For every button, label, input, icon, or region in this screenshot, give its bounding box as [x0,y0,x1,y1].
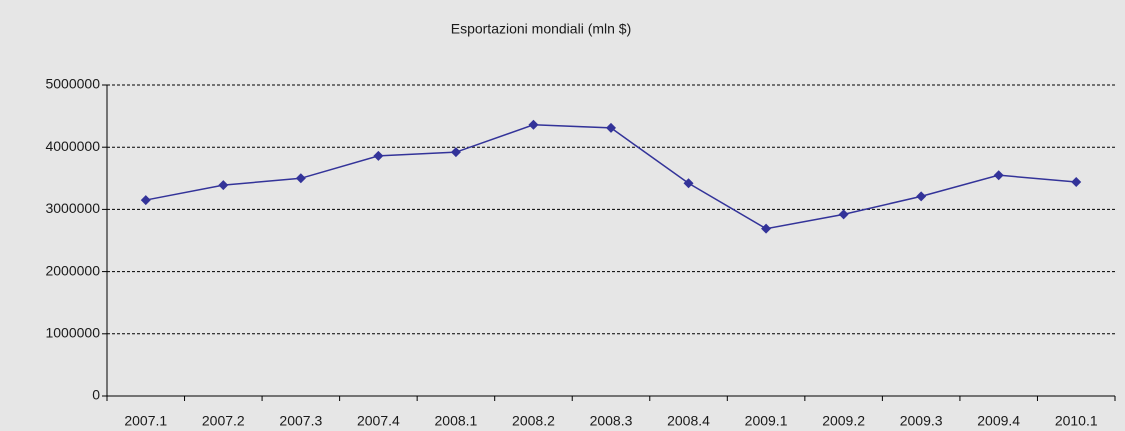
x-tick-label: 2009.2 [822,413,865,429]
y-tick-label: 4000000 [45,138,100,154]
marker [1071,177,1082,188]
marker [993,170,1004,181]
x-tick-label: 2008.2 [512,413,555,429]
y-tick-label: 5000000 [45,76,100,92]
y-tick-label: 1000000 [45,325,100,341]
x-tick-label: 2009.4 [977,413,1020,429]
y-tick-label: 3000000 [45,200,100,216]
y-tick-label: 0 [92,387,100,403]
marker [606,122,616,133]
marker [295,173,306,184]
x-tick-label: 2010.1 [1055,413,1098,429]
x-tick-label: 2007.2 [202,413,245,429]
x-tick-label: 2008.4 [667,413,710,429]
x-tick-label: 2007.4 [357,413,400,429]
marker [218,180,229,191]
x-tick-label: 2009.1 [745,413,788,429]
x-tick-label: 2008.1 [435,413,478,429]
x-tick-label: 2007.3 [279,413,322,429]
marker [373,150,384,161]
marker [761,223,772,234]
marker [916,191,927,202]
x-tick-label: 2007.1 [124,413,167,429]
marker [450,147,461,158]
marker [683,178,694,189]
chart-title: Esportazioni mondiali (mln $) [451,21,632,37]
marker [838,209,849,220]
x-tick-label: 2009.3 [900,413,943,429]
marker [140,195,151,206]
marker [528,119,539,130]
x-tick-label: 2008.3 [590,413,633,429]
y-tick-label: 2000000 [45,262,100,278]
